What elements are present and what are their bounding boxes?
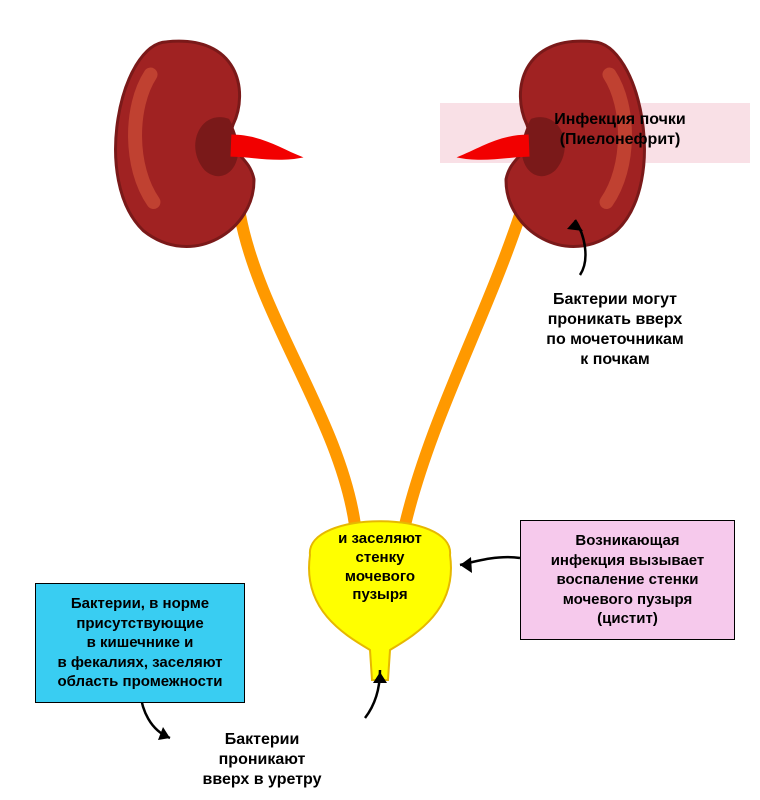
label-bacteria-urethra: Бактериипроникаютвверх в уретру: [167, 730, 357, 790]
kidney-left: [98, 32, 320, 265]
label-bladder-text: и заселяютстенкумочевогопузыря: [310, 530, 450, 605]
ureter-right: [405, 215, 520, 525]
box-intestine-bacteria: Бактерии, в нормеприсутствующиев кишечни…: [35, 583, 245, 703]
arrowhead-cystitis-to-bladder: [460, 557, 472, 573]
label-kidney-infection: Инфекция почки(Пиелонефрит): [530, 110, 710, 150]
label-bacteria-ureter: Бактерии могутпроникать вверхпо мочеточн…: [520, 290, 710, 370]
box-cystitis: Возникающаяинфекция вызываетвоспаление с…: [520, 520, 735, 640]
ureter-left: [240, 215, 355, 525]
